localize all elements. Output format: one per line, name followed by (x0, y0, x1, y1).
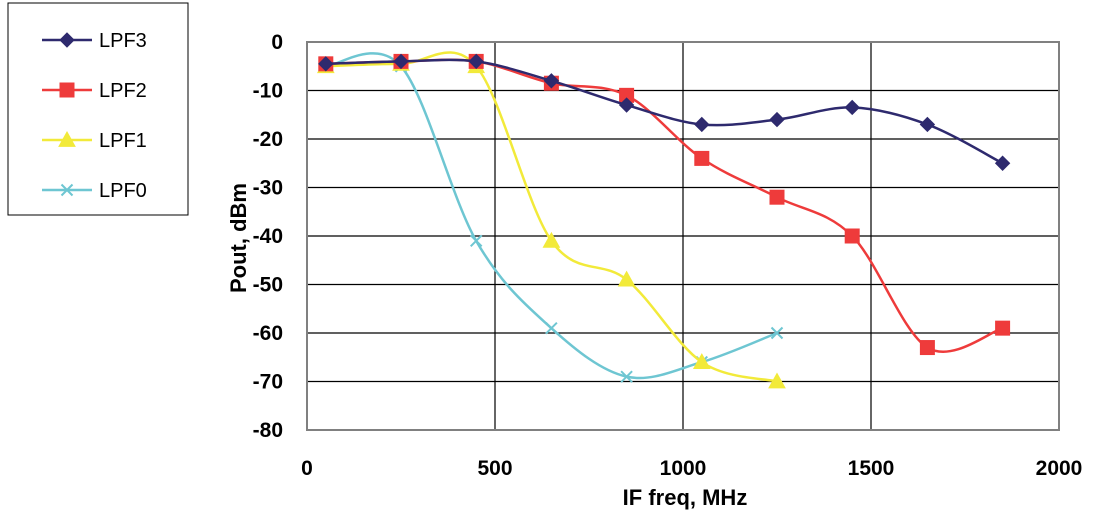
marker-x-stroke (620, 370, 633, 383)
y-tick-label: -50 (253, 274, 283, 297)
legend-label: LPF1 (99, 130, 147, 152)
series-layer (316, 51, 1011, 389)
marker-x-stroke (770, 326, 784, 340)
marker-diamond (468, 53, 484, 70)
marker-diamond (994, 155, 1011, 171)
legend-entry-lpf0: LPF0 (42, 180, 147, 202)
marker-diamond (318, 56, 334, 72)
legend-label: LPF2 (99, 80, 147, 102)
marker-triangle (768, 372, 786, 389)
y-tick-label: -60 (253, 322, 283, 345)
x-tick-label: 1000 (660, 457, 707, 480)
y-axis-title: Pout, dBm (226, 183, 251, 293)
marker-square (59, 82, 75, 98)
marker-triangle (58, 130, 76, 147)
marker-square (919, 340, 935, 356)
plot-frame (306, 41, 1060, 431)
marker-diamond (59, 32, 75, 48)
marker-square (694, 150, 710, 166)
series-line (325, 58, 1004, 165)
marker-square (844, 228, 860, 244)
marker-x (770, 326, 784, 340)
y-tick-label: -40 (253, 225, 283, 248)
marker-x (620, 370, 633, 383)
marker-diamond (618, 97, 635, 113)
marker-diamond (844, 99, 860, 116)
marker-diamond (919, 116, 936, 133)
marker-x (60, 183, 74, 197)
y-tick-label: -10 (253, 80, 283, 103)
y-tick-label: -30 (253, 177, 283, 200)
legend-entry-lpf3: LPF3 (42, 30, 147, 52)
grid (306, 41, 1060, 431)
legend: LPF3 LPF2 LPF1 LPF0 (7, 2, 189, 216)
y-tick-label: 0 (271, 31, 283, 54)
x-tick-label: 500 (477, 457, 512, 480)
x-axis-title: IF freq, MHz (623, 485, 748, 510)
legend-box (7, 2, 189, 216)
marker-diamond (769, 111, 785, 128)
marker-x (469, 234, 483, 248)
x-tick-label: 0 (301, 457, 313, 480)
marker-square (995, 320, 1011, 336)
marker-x-stroke (60, 183, 74, 197)
x-tick-label: 1500 (848, 457, 895, 480)
marker-triangle (617, 270, 636, 287)
marker-x (545, 321, 558, 335)
x-tick-labels: 0 500 1000 1500 2000 (301, 457, 1082, 480)
marker-x-stroke (545, 321, 558, 335)
plot-area (306, 41, 1060, 431)
legend-label: LPF3 (99, 30, 147, 52)
legend-entry-lpf2: LPF2 (42, 80, 147, 102)
y-tick-label: -70 (253, 371, 283, 394)
marker-triangle (692, 353, 711, 369)
y-tick-label: -20 (253, 128, 283, 151)
legend-label: LPF0 (99, 180, 147, 202)
series-lpf3 (318, 53, 1011, 171)
marker-diamond (393, 53, 409, 70)
marker-square (769, 189, 785, 205)
y-tick-label: -80 (253, 419, 283, 442)
y-tick-labels: 0 -10 -20 -30 -40 -50 -60 -70 -80 (253, 31, 283, 442)
marker-diamond (543, 73, 560, 89)
marker-x-stroke (469, 234, 483, 248)
marker-diamond (694, 116, 710, 133)
marker-triangle (542, 231, 561, 248)
legend-entry-lpf1: LPF1 (42, 130, 147, 152)
x-tick-label: 2000 (1036, 457, 1083, 480)
